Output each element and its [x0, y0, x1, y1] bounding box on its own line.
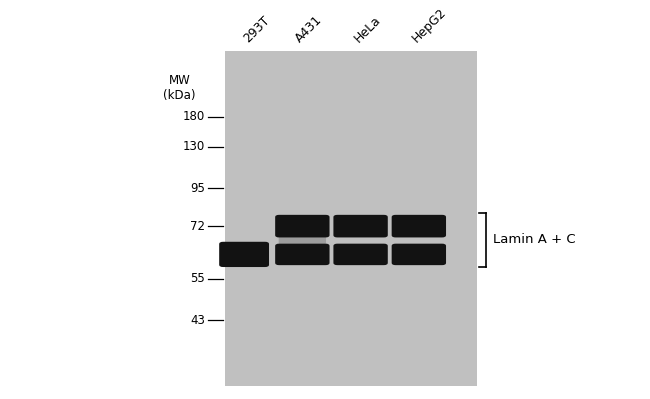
Text: 130: 130 — [183, 140, 205, 154]
FancyBboxPatch shape — [279, 236, 326, 245]
FancyBboxPatch shape — [219, 242, 269, 267]
FancyBboxPatch shape — [225, 51, 477, 386]
FancyBboxPatch shape — [275, 215, 330, 237]
FancyBboxPatch shape — [275, 244, 330, 265]
Text: HeLa: HeLa — [352, 14, 383, 45]
FancyBboxPatch shape — [333, 244, 388, 265]
Text: HepG2: HepG2 — [410, 6, 449, 45]
FancyBboxPatch shape — [392, 215, 446, 237]
Text: 43: 43 — [190, 314, 205, 327]
Text: 293T: 293T — [241, 14, 273, 45]
Text: 95: 95 — [190, 182, 205, 195]
Text: A431: A431 — [293, 13, 325, 45]
FancyBboxPatch shape — [333, 215, 388, 237]
Text: 55: 55 — [190, 273, 205, 285]
Text: 72: 72 — [190, 219, 205, 233]
Text: 180: 180 — [183, 111, 205, 123]
FancyBboxPatch shape — [392, 244, 446, 265]
Text: Lamin A + C: Lamin A + C — [493, 233, 576, 247]
Text: MW
(kDa): MW (kDa) — [163, 73, 196, 101]
